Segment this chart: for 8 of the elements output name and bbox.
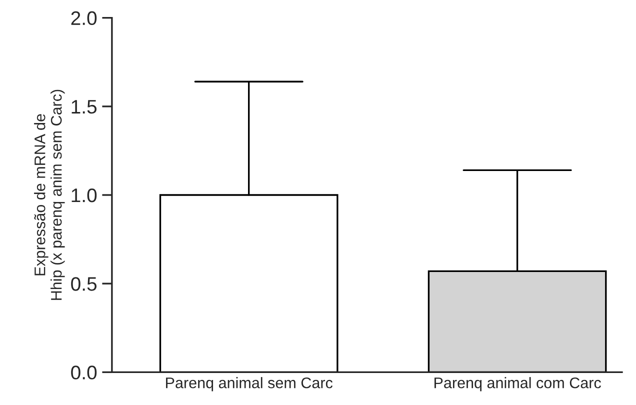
x-tick-label: Parenq animal sem Carc — [166, 377, 333, 392]
y-tick-label: 1.5 — [72, 100, 97, 114]
y-tick-label: 0.5 — [71, 277, 97, 291]
y-tick-label: 1.0 — [72, 188, 97, 202]
y-tick-label: 0.0 — [71, 366, 97, 380]
y-axis-title: Expressão de mRNA de Hhip (x parenq anim sem Carc) — [34, 90, 65, 300]
y-tick-label: 2.0 — [71, 11, 97, 26]
x-tick-label: Parenq animal com Carc — [434, 377, 601, 392]
